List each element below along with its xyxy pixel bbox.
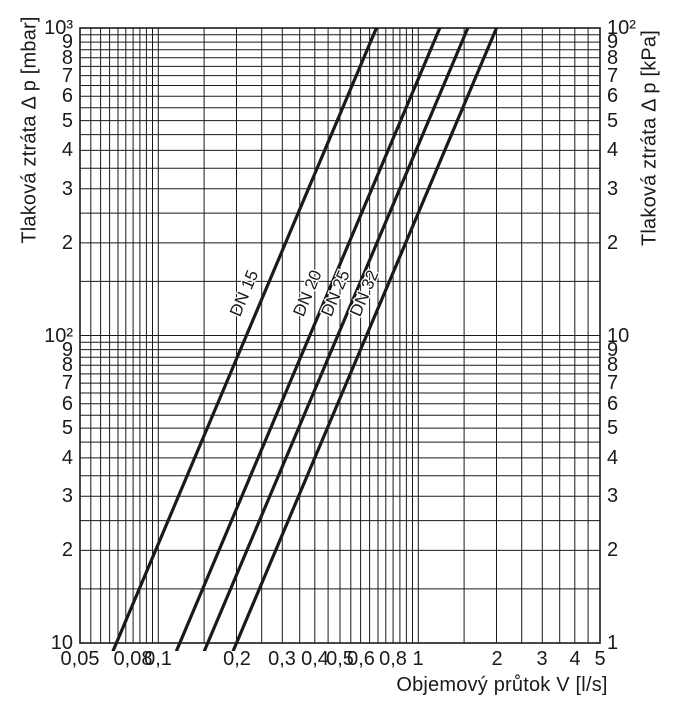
x-tick-label: 0,2 [223,648,251,670]
x-tick-label: 0,05 [60,648,100,670]
x-tick-label: 1 [412,648,424,670]
y-right-tick-label: 4 [607,139,619,161]
y-right-tick-label: 3 [607,485,619,507]
x-tick-label: 5 [594,648,606,670]
series-line-dn-15 [111,28,378,651]
series-line-dn-32 [231,28,498,651]
x-tick-label: 0,3 [268,648,296,670]
y-left-tick-label: 6 [61,393,73,415]
y-right-tick-label: 8 [607,354,619,376]
y-left-tick-label: 6 [61,85,73,107]
y-right-tick-label: 4 [607,447,619,469]
y-right-tick-label: 9 [607,31,619,53]
x-tick-label: 2 [491,648,503,670]
y-right-tick-label: 8 [607,47,619,69]
y-left-tick-label: 9 [61,339,73,361]
y-left-tick-label: 4 [61,447,73,469]
x-tick-label: 0,4 [301,648,329,670]
y-right-tick-label: 10 [607,325,630,347]
x-tick-label: 0,1 [144,648,172,670]
y-left-tick-label: 8 [61,47,73,69]
y-left-tick-label: 9 [61,31,73,53]
x-tick-label: 0,08 [113,648,153,670]
y-right-tick-label: 5 [607,417,619,439]
y-right-tick-label: 2 [607,232,619,254]
y-right-tick-label: 7 [607,65,619,87]
y-left-tick-label: 3 [61,178,73,200]
y-left-tick-label: 2 [61,539,73,561]
y-left-tick-label: 5 [61,417,73,439]
y-left-tick-label: 7 [61,65,73,87]
plot-frame [79,27,601,644]
x-axis-title: Objemový průtok V [l/s] [396,674,608,696]
y-right-tick-label: 10² [607,17,636,39]
series-line-dn-20 [174,28,442,651]
x-tick-label: 3 [536,648,548,670]
y-left-tick-label: 10 [50,632,73,654]
x-tick-label: 4 [569,648,581,670]
y-right-tick-label: 2 [607,539,619,561]
y-left-tick-label: 7 [61,372,73,394]
x-tick-label: 0,5 [326,648,354,670]
y-left-tick-label: 3 [61,485,73,507]
y-right-tick-label: 6 [607,393,619,415]
series-line-dn-25 [202,28,470,651]
y-left-tick-label: 2 [61,232,73,254]
y-right-tick-label: 5 [607,110,619,132]
y-right-tick-label: 3 [607,178,619,200]
y-left-tick-label: 4 [61,139,73,161]
y-left-tick-label: 5 [61,110,73,132]
y-right-tick-label: 6 [607,85,619,107]
y-right-tick-label: 9 [607,339,619,361]
y-axis-right-title: Tlaková ztráta Δ p [kPa] [638,29,661,247]
y-left-tick-label: 10² [44,325,73,347]
y-left-tick-label: 8 [61,354,73,376]
y-right-tick-label: 1 [607,632,619,654]
y-right-tick-label: 7 [607,372,619,394]
y-left-tick-label: 10³ [44,17,73,39]
x-tick-label: 0,6 [347,648,375,670]
x-tick-label: 0,8 [379,648,407,670]
